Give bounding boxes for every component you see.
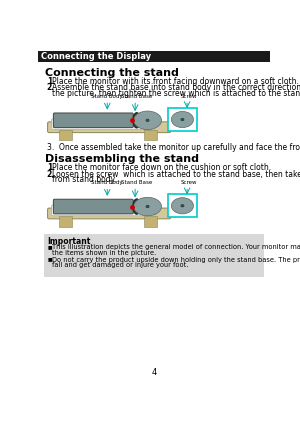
Text: the picture, then tighten the screw which is attached to the stand base.: the picture, then tighten the screw whic… — [52, 89, 300, 98]
Text: Do not carry the product upside down holding only the stand base. The product ma: Do not carry the product upside down hol… — [52, 257, 300, 263]
Ellipse shape — [171, 198, 194, 214]
FancyBboxPatch shape — [53, 113, 133, 128]
Text: the items shown in the picture.: the items shown in the picture. — [52, 249, 157, 256]
FancyBboxPatch shape — [48, 122, 171, 133]
Text: Connecting the Display: Connecting the Display — [41, 52, 152, 61]
Ellipse shape — [133, 199, 141, 214]
Text: Screw: Screw — [180, 180, 197, 185]
Text: 2.: 2. — [47, 83, 55, 92]
Text: Disassembling the stand: Disassembling the stand — [45, 154, 199, 164]
Text: Important: Important — [48, 237, 91, 246]
Ellipse shape — [181, 204, 184, 207]
Text: This illustration depicts the general model of connection. Your monitor may diff: This illustration depicts the general mo… — [52, 244, 300, 250]
Bar — [59, 130, 72, 140]
Ellipse shape — [134, 111, 161, 130]
Bar — [44, 234, 264, 277]
Text: Loosen the screw  which is attached to the stand base, then take off the stand b: Loosen the screw which is attached to th… — [52, 170, 300, 178]
Text: Stand Body: Stand Body — [92, 180, 123, 185]
Text: 3.  Once assembled take the monitor up carefully and face the front side.: 3. Once assembled take the monitor up ca… — [47, 143, 300, 153]
Text: 1.: 1. — [47, 77, 55, 86]
FancyBboxPatch shape — [52, 119, 155, 130]
Ellipse shape — [133, 113, 141, 128]
Bar — [59, 216, 72, 227]
Bar — [168, 108, 197, 131]
Text: fall and get damaged or injure your foot.: fall and get damaged or injure your foot… — [52, 262, 189, 268]
Text: ■: ■ — [48, 257, 52, 262]
Text: ■: ■ — [48, 244, 52, 249]
Ellipse shape — [181, 119, 184, 121]
Text: 1.: 1. — [47, 164, 55, 173]
Text: Stand Body: Stand Body — [92, 94, 123, 99]
FancyBboxPatch shape — [52, 205, 155, 216]
Ellipse shape — [171, 111, 194, 128]
Ellipse shape — [146, 205, 149, 208]
Ellipse shape — [146, 119, 149, 122]
Bar — [145, 130, 157, 140]
FancyBboxPatch shape — [48, 208, 171, 219]
Text: Screw: Screw — [180, 94, 197, 99]
Bar — [168, 194, 197, 217]
Bar — [38, 51, 270, 62]
Text: 2.: 2. — [47, 170, 55, 178]
Text: Place the monitor face down on the cushion or soft cloth.: Place the monitor face down on the cushi… — [52, 164, 272, 173]
Text: Stand Base: Stand Base — [121, 180, 152, 185]
Text: Stand Base: Stand Base — [121, 94, 152, 99]
Text: 4: 4 — [151, 368, 156, 377]
FancyBboxPatch shape — [53, 199, 133, 214]
Bar — [145, 216, 157, 227]
Text: Place the monitor with its front facing downward on a soft cloth.: Place the monitor with its front facing … — [52, 77, 299, 86]
Ellipse shape — [134, 197, 161, 216]
Text: Connecting the stand: Connecting the stand — [45, 68, 179, 78]
Text: from stand body.: from stand body. — [52, 175, 117, 184]
Text: Assemble the stand base into stand body in the correct direction as shown in: Assemble the stand base into stand body … — [52, 83, 300, 92]
